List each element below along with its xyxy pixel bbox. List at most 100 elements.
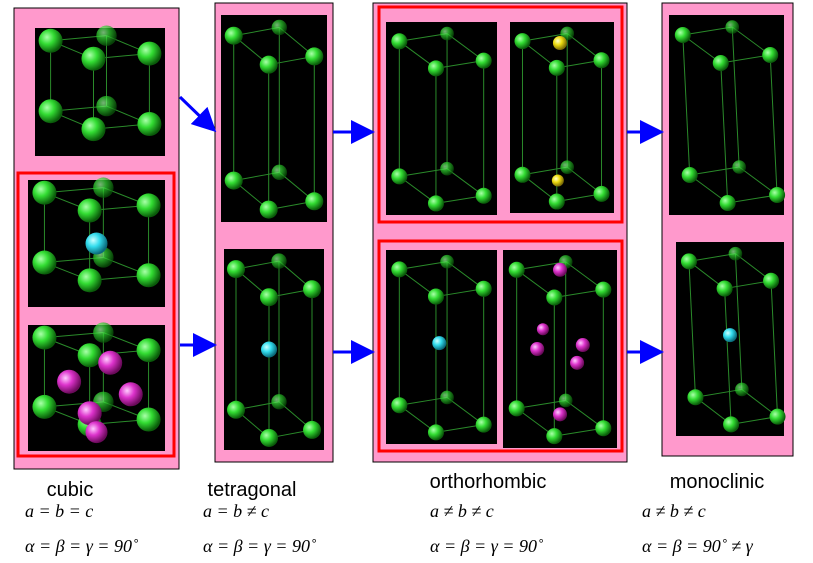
atom (440, 161, 454, 176)
atom (136, 407, 161, 432)
highlight-frame (377, 5, 624, 224)
atom (303, 280, 321, 299)
lattice-relation: a ≠ b ≠ c (430, 501, 494, 521)
atom (271, 253, 287, 269)
bond (769, 54, 778, 196)
bond (399, 33, 448, 42)
atom (85, 421, 108, 444)
atom (440, 254, 454, 269)
atom (32, 250, 57, 275)
cell-box (221, 15, 327, 222)
atom (595, 281, 612, 298)
bond (724, 288, 732, 425)
bond (399, 396, 448, 406)
angle-relation: α = β = γ = 90˚ (430, 536, 543, 556)
atom (136, 338, 161, 363)
atom (98, 350, 123, 375)
atom (560, 160, 574, 174)
bond (682, 34, 691, 176)
atom (546, 428, 563, 445)
atom (93, 177, 114, 198)
atom (32, 325, 57, 350)
atom (593, 185, 610, 202)
atom (475, 52, 492, 69)
atom (687, 389, 704, 406)
atom (32, 180, 57, 205)
bond (727, 194, 778, 204)
atom (227, 400, 245, 419)
atom (391, 168, 408, 185)
atom (427, 195, 444, 212)
atom (508, 400, 525, 417)
bond (435, 60, 484, 69)
atom (271, 164, 287, 180)
atom (548, 193, 565, 210)
system-name: monoclinic (670, 471, 764, 493)
atom (427, 60, 444, 77)
bond (435, 195, 484, 204)
atom (732, 160, 746, 174)
bond (516, 399, 566, 409)
atom (271, 19, 287, 36)
atom (427, 424, 444, 441)
atom (548, 59, 565, 76)
atom (723, 328, 737, 343)
system-name: cubic (47, 479, 94, 501)
bond (734, 253, 743, 390)
bond (435, 424, 484, 433)
angle-relation: α = β = 90˚ ≠ γ (642, 536, 754, 556)
arrow (178, 95, 217, 133)
atom (475, 416, 492, 433)
atom (575, 338, 590, 353)
bond (720, 62, 729, 204)
atom (432, 336, 447, 351)
atom (96, 25, 117, 46)
atom (595, 420, 612, 437)
bond (731, 26, 740, 168)
atom (391, 33, 408, 50)
atom (85, 232, 108, 255)
atom (271, 394, 287, 410)
bond (554, 427, 604, 437)
atom (560, 26, 574, 41)
atom (81, 46, 106, 71)
bond (554, 289, 604, 299)
atom (137, 112, 162, 136)
highlight-frame (377, 239, 624, 453)
bond (399, 168, 448, 177)
atom (137, 41, 162, 66)
system-name: orthorhombic (430, 471, 547, 493)
atom (674, 27, 691, 43)
atom (769, 187, 786, 203)
lattice-relation: a = b ≠ c (203, 501, 269, 521)
bond (720, 54, 771, 64)
atom (723, 416, 740, 433)
atom (81, 117, 106, 142)
atom (536, 323, 549, 336)
atom (136, 263, 161, 288)
atom (93, 322, 114, 343)
atom (552, 36, 567, 51)
atom (260, 428, 278, 447)
atom (227, 260, 245, 279)
atom (719, 195, 736, 211)
atom (530, 342, 545, 356)
bond (399, 261, 448, 270)
atom (680, 253, 697, 270)
atom (712, 55, 729, 71)
atom (681, 167, 698, 183)
atom (261, 341, 277, 358)
atom (769, 408, 786, 425)
atom (38, 28, 63, 53)
atom (716, 280, 733, 297)
atom (558, 393, 573, 408)
bond (435, 288, 484, 298)
bond (689, 166, 740, 176)
atom (259, 55, 278, 74)
system-name: tetragonal (208, 479, 297, 501)
atom (546, 289, 563, 306)
atom (475, 280, 492, 297)
atom (77, 198, 102, 223)
atom (551, 174, 564, 187)
